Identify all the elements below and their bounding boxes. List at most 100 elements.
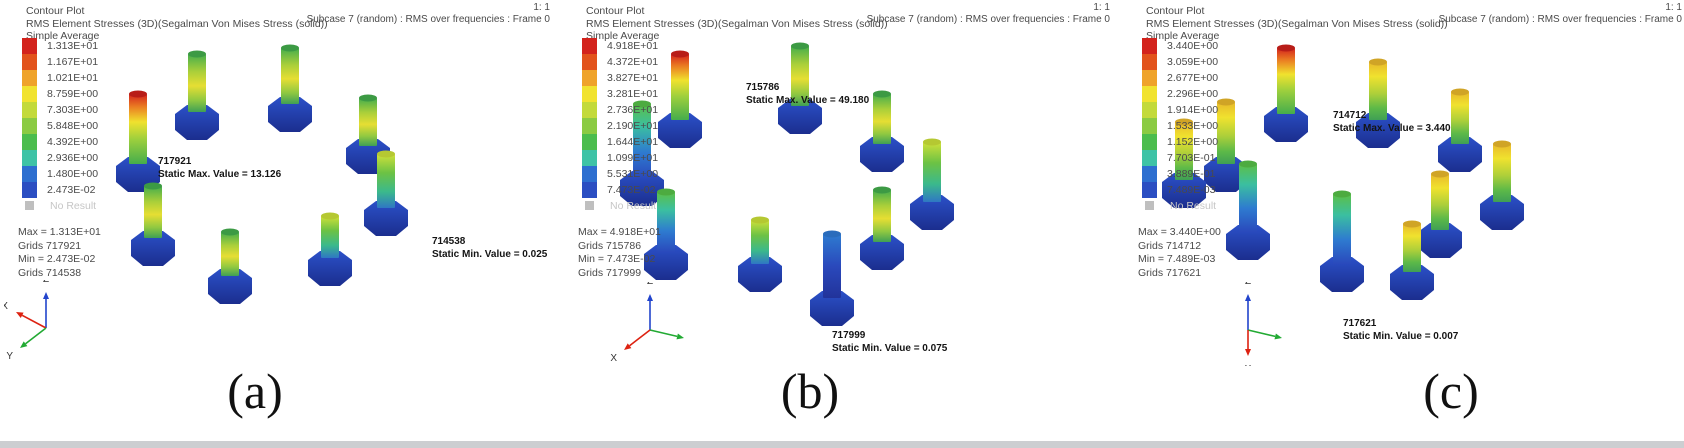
legend-color-swatch xyxy=(22,54,37,70)
legend-color-swatch xyxy=(1142,166,1157,182)
legend-value: 1.480E+00 xyxy=(47,168,99,180)
stat-line: Grids 714538 xyxy=(18,266,82,279)
bolt xyxy=(131,182,175,266)
min-annotation: 714538 Static Min. Value = 0.025 xyxy=(432,236,547,261)
legend-value: 3.827E+01 xyxy=(607,72,659,84)
legend-value: 2.473E-02 xyxy=(47,184,96,196)
legend-color-swatch xyxy=(582,118,597,134)
axis-label-y: Y xyxy=(6,351,13,362)
legend-band: 5.848E+00 xyxy=(22,118,98,134)
legend-band: 2.736E+01 xyxy=(582,102,658,118)
min-annotation: 717621 Static Min. Value = 0.007 xyxy=(1343,318,1458,343)
legend-color-swatch xyxy=(582,166,597,182)
axis-triad-icon: Z Y X xyxy=(1206,276,1299,375)
stat-line: Grids 715786 xyxy=(578,239,642,252)
legend-value: 3.281E+01 xyxy=(607,88,659,100)
contour-panel-b: Contour Plot RMS Element Stresses (3D)(S… xyxy=(560,0,1120,440)
bolt xyxy=(208,228,252,304)
min-value-label: Static Min. Value = 0.025 xyxy=(432,248,548,260)
min-value-label: Static Min. Value = 0.007 xyxy=(1343,330,1459,342)
view-info: 1: 1 Subcase 7 (random) : RMS over frequ… xyxy=(867,2,1110,25)
max-annotation: 714712 Static Max. Value = 3.440 xyxy=(1333,110,1451,135)
axis-triad-icon: Z Y X xyxy=(608,276,700,366)
legend-band: 2.473E-02 xyxy=(22,182,98,198)
axis-label-z: Z xyxy=(1245,282,1251,287)
legend-color-swatch xyxy=(1142,54,1157,70)
no-result-label: No Result xyxy=(610,200,657,212)
legend-value: 1.021E+01 xyxy=(47,72,99,84)
subcase-label: Subcase 7 (random) : RMS over frequencie… xyxy=(1438,14,1682,25)
legend-color-swatch xyxy=(582,150,597,166)
stat-line: Min = 7.489E-03 xyxy=(1138,253,1216,265)
legend-band: 1.021E+01 xyxy=(22,70,98,86)
legend-value: 7.473E-02 xyxy=(607,184,656,196)
legend-color-swatch xyxy=(1142,150,1157,166)
legend-color-swatch xyxy=(582,86,597,102)
legend-band: 7.303E+00 xyxy=(22,102,98,118)
legend-value: 4.392E+00 xyxy=(47,136,99,148)
subfigure-label-b: (b) xyxy=(780,363,840,419)
legend-value: 1.099E+01 xyxy=(607,152,659,164)
averaging-label: Simple Average xyxy=(26,30,100,42)
subcase-label: Subcase 7 (random) : RMS over frequencie… xyxy=(866,14,1110,25)
legend-band: 3.281E+01 xyxy=(582,86,658,102)
stat-line: Min = 7.473E-02 xyxy=(578,253,656,265)
legend-value: 1.533E+00 xyxy=(1167,120,1219,132)
legend-band: 8.759E+00 xyxy=(22,86,98,102)
caption-row: (b) xyxy=(560,362,1120,436)
bolt xyxy=(860,186,904,270)
stat-line: Max = 3.440E+00 xyxy=(1138,226,1221,238)
no-result-label: No Result xyxy=(1170,200,1217,212)
legend-color-swatch xyxy=(22,182,37,198)
legend-color-swatch xyxy=(582,102,597,118)
legend-band: 4.918E+01 xyxy=(582,38,658,54)
plot-title: Contour Plot xyxy=(1146,5,1205,17)
bolt xyxy=(364,150,408,236)
legend-value: 1.167E+01 xyxy=(47,56,99,68)
legend-value: 2.677E+00 xyxy=(1167,72,1219,84)
legend-value: 3.059E+00 xyxy=(1167,56,1219,68)
legend-color-swatch xyxy=(22,38,37,54)
legend-stats: Max = 4.918E+01 Grids 715786 Min = 7.473E-… xyxy=(578,226,661,280)
scale-ratio: 1: 1 xyxy=(533,2,550,13)
plot-header: Contour Plot RMS Element Stresses (3D)(S… xyxy=(1146,5,1448,43)
legend-band: 1.480E+00 xyxy=(22,166,98,182)
stat-line: Max = 4.918E+01 xyxy=(578,226,661,238)
bolt xyxy=(738,216,782,292)
result-type-label: RMS Element Stresses (3D)(Segalman Von M… xyxy=(26,17,328,30)
legend-value: 1.313E+01 xyxy=(47,40,99,52)
view-info: 1: 1 Subcase 7 (random) : RMS over frequ… xyxy=(1439,2,1682,25)
scale-ratio: 1: 1 xyxy=(1665,2,1682,13)
bolt xyxy=(346,94,390,174)
result-type-label: RMS Element Stresses (3D)(Segalman Von M… xyxy=(1146,17,1448,30)
legend-color-swatch xyxy=(582,134,597,150)
averaging-label: Simple Average xyxy=(586,30,660,42)
legend-color-swatch xyxy=(1142,38,1157,54)
legend-color-swatch xyxy=(1142,86,1157,102)
bolt xyxy=(268,44,312,132)
legend-color-swatch xyxy=(1142,102,1157,118)
stat-line: Min = 2.473E-02 xyxy=(18,253,96,265)
legend-band: 1.152E+00 xyxy=(1142,134,1218,150)
scale-ratio: 1: 1 xyxy=(1093,2,1110,13)
caption-row: (a) xyxy=(0,362,560,436)
stat-line: Grids 714712 xyxy=(1138,239,1202,252)
legend-stats: Max = 1.313E+01 Grids 717921 Min = 2.473E-… xyxy=(18,226,101,280)
bolt xyxy=(1480,140,1524,230)
legend-color-swatch xyxy=(1142,118,1157,134)
max-grid-id: 714712 xyxy=(1333,110,1367,121)
legend-color-swatch xyxy=(22,150,37,166)
max-value-label: Static Max. Value = 3.440 xyxy=(1333,122,1451,134)
legend-band: 2.296E+00 xyxy=(1142,86,1218,102)
axis-label-x: X xyxy=(4,301,8,312)
legend-value: 5.848E+00 xyxy=(47,120,99,132)
legend-color-swatch xyxy=(582,70,597,86)
result-type-label: RMS Element Stresses (3D)(Segalman Von M… xyxy=(586,17,888,30)
bolt xyxy=(658,50,702,148)
legend-band: 1.644E+01 xyxy=(582,134,658,150)
bolt xyxy=(810,230,854,326)
axis-label-z: Z xyxy=(43,280,49,285)
contour-panel-a: Contour Plot RMS Element Stresses (3D)(S… xyxy=(0,0,560,440)
legend-band: 3.827E+01 xyxy=(582,70,658,86)
legend-band: 3.059E+00 xyxy=(1142,54,1218,70)
